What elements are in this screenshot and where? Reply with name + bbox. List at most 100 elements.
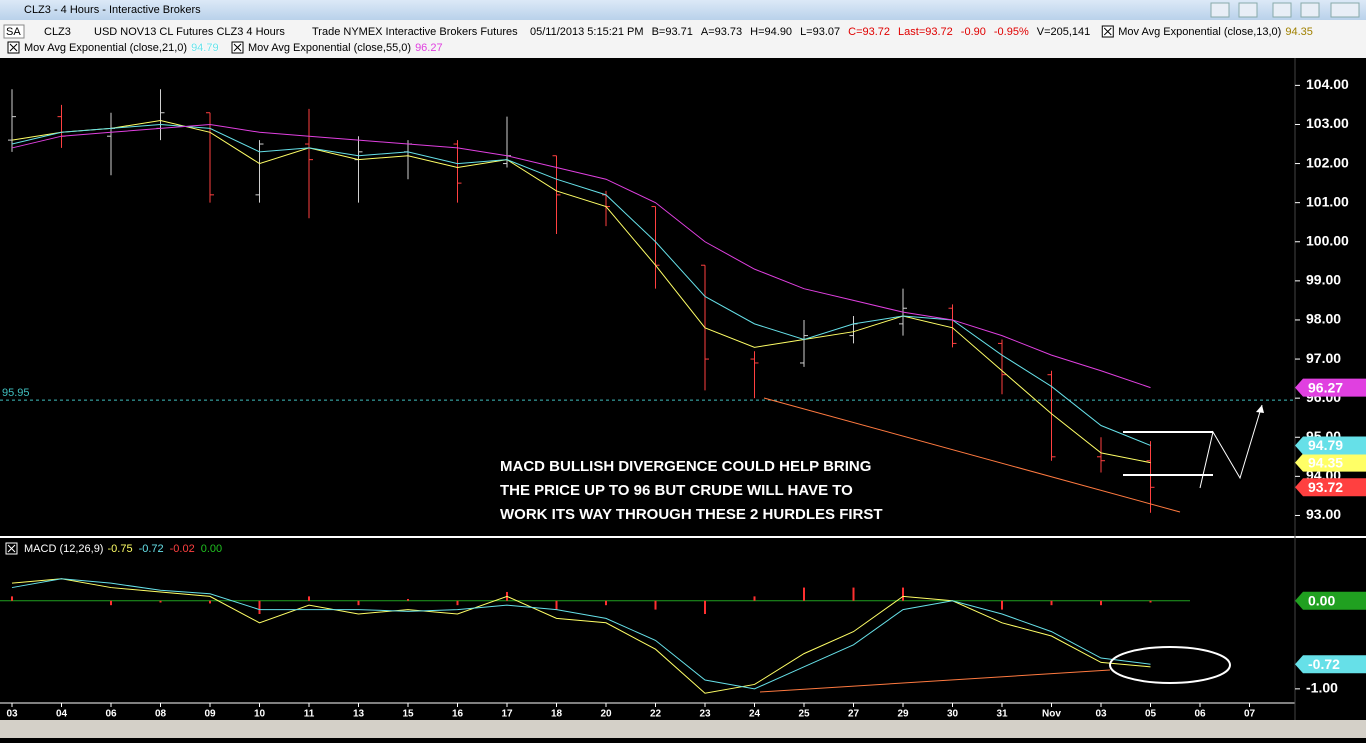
x-tick-label: 25 bbox=[798, 709, 810, 720]
quote: L=93.07 bbox=[800, 26, 840, 38]
y-tick-label: 93.00 bbox=[1306, 506, 1341, 522]
x-tick-label: 07 bbox=[1244, 709, 1256, 720]
histogram-bar bbox=[852, 587, 855, 601]
legend-label: Mov Avg Exponential (close,13,0) bbox=[1118, 26, 1281, 38]
legend-value: 94.35 bbox=[1285, 26, 1313, 38]
button[interactable] bbox=[1300, 2, 1320, 18]
plot: 93.0094.0095.0096.0097.0098.0099.00100.0… bbox=[0, 76, 1366, 720]
x-tick-label: 05 bbox=[1145, 709, 1157, 720]
legend-x bbox=[9, 43, 18, 52]
macd-line bbox=[11, 578, 1151, 694]
quote: H=94.90 bbox=[750, 26, 792, 38]
y-tick-label: 102.00 bbox=[1306, 154, 1349, 170]
legend-x bbox=[1103, 27, 1112, 36]
price-tag-label: 96.27 bbox=[1308, 379, 1343, 395]
histogram-bar bbox=[11, 596, 13, 601]
quote: -0.90 bbox=[961, 26, 986, 38]
x-tick-label: 17 bbox=[501, 709, 513, 720]
button[interactable] bbox=[1272, 2, 1292, 18]
quote: Last=93.72 bbox=[898, 26, 953, 38]
y-tick-label: 97.00 bbox=[1306, 350, 1341, 366]
exchange-menu-label: SA bbox=[6, 26, 21, 38]
price-tag bbox=[1295, 655, 1366, 674]
histogram-bar bbox=[407, 599, 409, 601]
quote: A=93.73 bbox=[701, 26, 742, 38]
x-tick-label: 04 bbox=[56, 709, 68, 720]
price-tag-label: 94.35 bbox=[1308, 454, 1343, 470]
x-tick-label: 22 bbox=[650, 709, 662, 720]
histogram-bar bbox=[555, 600, 558, 610]
histogram-bar bbox=[110, 600, 112, 606]
arrow-head bbox=[1256, 405, 1264, 413]
histogram-bar bbox=[308, 596, 310, 601]
divergence-line bbox=[759, 669, 1111, 693]
value-tag bbox=[1295, 591, 1366, 610]
chart-area bbox=[0, 58, 1366, 720]
legend-value: 94.79 bbox=[191, 42, 219, 54]
price-tag-label: 94.79 bbox=[1308, 437, 1343, 453]
quote: 05/11/2013 5:15:21 PM bbox=[530, 26, 644, 38]
moving-average-line bbox=[11, 120, 1151, 464]
x-tick-label: 06 bbox=[1194, 709, 1206, 720]
x-tick-label: 08 bbox=[155, 709, 167, 720]
annotation: MACD BULLISH DIVERGENCE COULD HELP BRING bbox=[500, 458, 871, 475]
histogram-bar bbox=[159, 600, 162, 603]
x-tick-label: 15 bbox=[402, 709, 414, 720]
moving-average-line bbox=[11, 123, 1151, 389]
x-tick-label: 03 bbox=[1095, 709, 1107, 720]
x-tick-label: 06 bbox=[105, 709, 117, 720]
y-tick-label: 103.00 bbox=[1306, 115, 1349, 131]
annotation: THE PRICE UP TO 96 BUT CRUDE WILL HAVE T… bbox=[500, 482, 853, 499]
histogram-bar bbox=[704, 600, 706, 614]
histogram-bar bbox=[456, 600, 459, 606]
histogram-bar bbox=[357, 600, 360, 606]
y-tick-label: 104.00 bbox=[1306, 76, 1349, 92]
y-tick-label: 0.00 bbox=[1308, 592, 1335, 608]
histogram-bar bbox=[1001, 600, 1003, 610]
annotation: WORK ITS WAY THROUGH THESE 2 HURDLES FIR… bbox=[500, 506, 883, 523]
histogram-bar bbox=[654, 600, 657, 610]
quote: -0.95% bbox=[994, 26, 1029, 38]
quotes: 05/11/2013 5:15:21 PM B=93.71 A=93.73 H=94.… bbox=[530, 26, 1090, 38]
panel-value: -0.72 bbox=[139, 543, 164, 555]
histogram-bar bbox=[605, 600, 607, 606]
histogram-bar bbox=[1050, 600, 1053, 606]
exchange-menu[interactable] bbox=[3, 24, 25, 39]
histogram-bar bbox=[1149, 600, 1152, 603]
price-tag bbox=[1295, 478, 1366, 497]
y-tick-label: 100.00 bbox=[1306, 232, 1349, 248]
legend-x bbox=[233, 43, 242, 52]
x-tick-label: 27 bbox=[848, 709, 860, 720]
toolbar bbox=[0, 20, 1366, 58]
panel-title: MACD (12,26,9) bbox=[24, 543, 103, 555]
description: USD NOV13 CL Futures CLZ3 4 Hours bbox=[94, 26, 285, 38]
x-tick-label: 16 bbox=[452, 709, 464, 720]
x-tick-label: 09 bbox=[204, 709, 216, 720]
title-bar bbox=[0, 0, 1366, 20]
highlight-circle bbox=[1109, 646, 1231, 684]
histogram-bar bbox=[753, 596, 756, 601]
panel-value: -0.75 bbox=[107, 543, 132, 555]
panel-value: 0.00 bbox=[201, 543, 222, 555]
y-tick-label: 101.00 bbox=[1306, 193, 1349, 209]
projection bbox=[1199, 404, 1263, 489]
price-tag bbox=[1295, 436, 1366, 455]
x-tick-label: 31 bbox=[996, 709, 1008, 720]
x-tick-label: 18 bbox=[551, 709, 563, 720]
x-tick-label: 30 bbox=[947, 709, 959, 720]
button[interactable] bbox=[1238, 2, 1258, 18]
x-tick-label: Nov bbox=[1042, 709, 1061, 720]
x-tick-label: 29 bbox=[897, 709, 909, 720]
divergence-line bbox=[763, 397, 1181, 513]
price-tag-label: 93.72 bbox=[1308, 479, 1343, 495]
histogram-bar bbox=[1100, 600, 1102, 606]
histogram-bar bbox=[803, 587, 805, 601]
window-title: CLZ3 - 4 Hours - Interactive Brokers bbox=[24, 4, 201, 16]
legend-label: Mov Avg Exponential (close,55,0) bbox=[248, 42, 411, 54]
y-tick-label: 99.00 bbox=[1306, 272, 1341, 288]
close-button[interactable] bbox=[1330, 2, 1360, 18]
button[interactable] bbox=[1210, 2, 1230, 18]
x-tick-label: 11 bbox=[304, 709, 315, 720]
